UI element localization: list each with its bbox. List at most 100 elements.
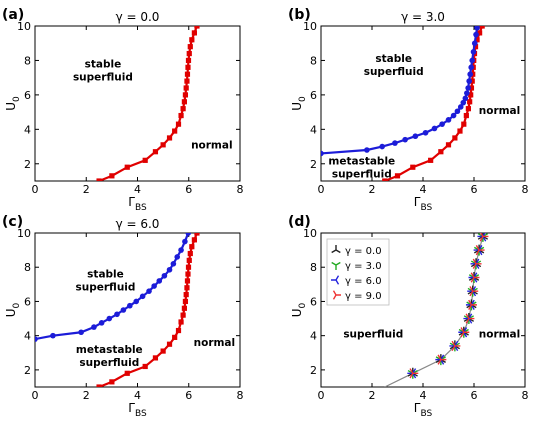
panel-0: (a) γ = 0.00 2 4 6 8246810ΓBSU0stablesuperflu… [2, 7, 244, 213]
data-point [186, 257, 192, 263]
x-tick-label: 0 [318, 389, 325, 402]
plot-area [96, 26, 200, 181]
data-point [477, 30, 483, 36]
data-point [160, 142, 166, 148]
tri-marker-3 [451, 340, 461, 352]
data-point [172, 334, 178, 340]
x-tick-label: 0 [318, 183, 325, 196]
data-point [472, 44, 479, 50]
y-tick-label: 10 [303, 227, 317, 240]
data-point [183, 85, 189, 91]
region-label: metastable [328, 156, 395, 168]
data-point [479, 26, 485, 29]
x-tick-label: 4 [134, 183, 141, 196]
data-point [457, 128, 463, 134]
panel-title: γ = 6.0 [116, 217, 160, 231]
data-point [178, 247, 184, 253]
data-point [187, 44, 193, 50]
data-point [109, 173, 115, 179]
data-point [184, 285, 190, 291]
x-tick-label: 4 [134, 389, 141, 402]
y-tick-label: 8 [24, 54, 31, 67]
tri-marker-3 [460, 327, 470, 338]
tri-marker-2 [473, 244, 483, 256]
tri-marker-3 [469, 286, 479, 297]
data-point [142, 363, 148, 370]
data-point [35, 336, 38, 342]
data-point [185, 233, 192, 236]
plot-frame [34, 25, 241, 182]
data-point [182, 92, 189, 98]
data-point [379, 143, 386, 150]
data-point [146, 288, 152, 294]
data-point [461, 121, 467, 127]
data-point [133, 298, 140, 305]
y-axis-label: U0 [290, 96, 308, 111]
y-tick-label: 6 [24, 295, 31, 308]
region-label: superfluid [332, 169, 392, 181]
y-tick-label: 8 [310, 261, 317, 274]
data-point [175, 327, 182, 334]
data-point [187, 250, 193, 257]
tri-marker-3 [465, 313, 475, 324]
data-point [473, 31, 479, 38]
tri-marker-3 [475, 244, 485, 256]
y-tick-label: 6 [24, 89, 31, 102]
data-point [181, 99, 187, 105]
legend-marker-1 [331, 261, 341, 270]
data-point [469, 78, 475, 84]
data-point [152, 355, 159, 361]
data-point [468, 85, 475, 91]
panel-label: (d) [288, 214, 311, 230]
data-point [467, 71, 473, 78]
legend-label: γ = 3.0 [345, 261, 382, 272]
data-point [96, 384, 102, 387]
y-tick-label: 8 [310, 54, 317, 67]
tri-marker-2 [470, 258, 480, 269]
data-point [124, 164, 130, 170]
panel-label: (c) [2, 214, 23, 230]
region-label: normal [479, 105, 521, 117]
data-point [186, 50, 192, 57]
legend-label: γ = 6.0 [345, 276, 382, 287]
data-point [474, 37, 480, 43]
data-point [462, 95, 469, 102]
data-point [151, 283, 157, 289]
data-point [50, 332, 56, 339]
y-tick-label: 10 [17, 227, 31, 240]
x-axis-label: ΓBS [128, 195, 147, 213]
y-axis-label: U0 [4, 96, 22, 111]
data-point [124, 370, 130, 376]
data-point [106, 315, 113, 322]
x-axis-label: ΓBS [128, 401, 147, 419]
data-point [156, 278, 163, 284]
y-tick-label: 4 [24, 123, 31, 136]
panel-title: γ = 3.0 [401, 10, 445, 24]
data-point [114, 311, 120, 318]
x-tick-label: 6 [185, 183, 192, 196]
data-point [185, 264, 192, 270]
data-point [180, 106, 186, 112]
data-point [91, 324, 97, 330]
region-label: metastable [76, 344, 143, 356]
data-point [445, 142, 452, 148]
tri-marker-2 [407, 368, 417, 379]
data-point [439, 121, 445, 127]
x-axis-label: ΓBS [414, 401, 433, 419]
data-point [96, 178, 102, 181]
tri-marker-3 [468, 299, 477, 310]
data-point [170, 261, 177, 267]
tri-marker-2 [458, 327, 468, 338]
data-point [178, 112, 184, 119]
tri-marker-2 [435, 354, 445, 365]
data-point [382, 178, 388, 181]
data-point [194, 233, 200, 236]
y-tick-label: 2 [24, 158, 31, 171]
x-tick-label: 2 [83, 183, 90, 196]
y-axis-label: U0 [4, 302, 22, 317]
data-point [191, 30, 197, 36]
panel-1: (b) γ = 3.00 2 4 6 8246810ΓBSU0stablesuperflu… [288, 7, 529, 213]
y-tick-label: 4 [310, 123, 317, 136]
data-point [184, 278, 191, 284]
data-point [184, 78, 190, 84]
